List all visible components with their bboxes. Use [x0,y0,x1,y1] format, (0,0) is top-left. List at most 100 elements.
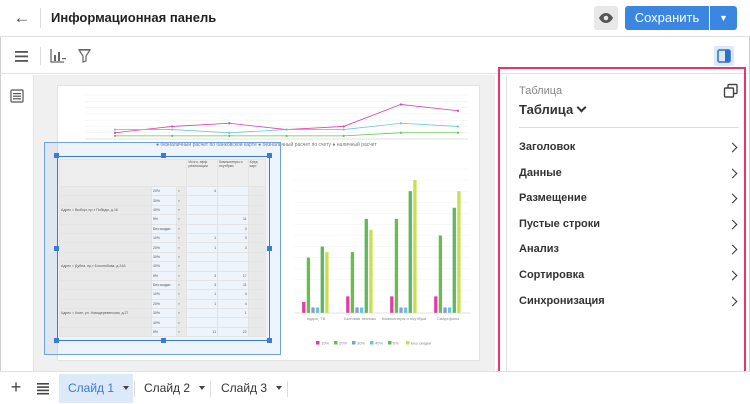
add-slide-plus-icon[interactable]: + [10,377,22,397]
chevron-right-icon [727,219,738,230]
chevron-down-icon [576,102,587,113]
tab-slide-1[interactable]: Слайд 1 [59,374,133,403]
resize-handle[interactable] [267,338,272,343]
line-chart-widget[interactable] [63,91,474,161]
section-sync[interactable]: Синхронизация [507,289,750,315]
table-row[interactable]: 20% ▿ 1 3 [59,242,267,253]
line-point [113,134,117,137]
row-header-cell [59,270,152,281]
bar [311,307,315,313]
list-icon[interactable] [10,89,24,103]
section-layout[interactable]: Размещение [507,186,750,212]
tab-label: Слайд 2 [144,381,191,395]
widget-type-dropdown[interactable]: Таблица [519,102,587,117]
table-row[interactable]: 20% ▿ 4 [59,185,267,197]
table-cell: ▿ [175,279,188,291]
table-cell [217,261,249,272]
header-divider [40,8,41,28]
caret-down-icon [199,386,206,390]
line-point [285,128,288,131]
table-row[interactable]: 10% ▿ 1 3 [59,232,267,244]
table-row[interactable]: Без скидки ▿ 3 11 [59,279,267,291]
bar [350,252,355,313]
bar [443,307,447,313]
table-row[interactable]: 10% ▿ 1 4 [59,289,267,300]
table-row[interactable]: 30% ▿ [59,251,267,263]
bar [457,191,461,313]
bar-chart-widget[interactable]: Аудио, ТВ Бытовая техника Компьютеры и ноу… [280,163,476,357]
resize-handle[interactable] [54,246,59,251]
resize-handle[interactable] [161,338,166,343]
table-cell [247,251,267,263]
table-row[interactable]: 5% ▿ 11 [59,214,267,225]
save-dropdown-caret-icon[interactable]: ▼ [710,6,737,30]
hamburger-menu-icon[interactable] [13,46,33,66]
resize-handle[interactable] [161,153,166,158]
bar [325,252,329,313]
table-row[interactable]: 5% ▿ 3 17 [59,270,267,281]
table-cell: 20% [150,242,178,253]
table-cell: 5% [150,214,178,225]
resize-handle[interactable] [267,246,272,251]
table-row[interactable]: 40% ▿ [59,317,267,328]
resize-handle[interactable] [54,338,59,343]
legend-label: Без скидки [411,341,431,346]
row-header-cell [59,232,152,244]
legend-swatch [370,341,374,345]
section-label: Размещение [519,192,587,205]
table-column-header[interactable]: Кред карт [247,159,267,187]
table-cell: 1 [217,308,249,319]
table-row[interactable]: 20% ▿ 1 4 [59,298,267,310]
resize-handle[interactable] [54,153,59,158]
bar [306,257,311,313]
table-cell: 10% [150,289,178,300]
table-row[interactable]: Адрес = Дубна, пр-т Боголюбова, д.24А 40%… [59,261,267,272]
line-point [399,122,402,125]
row-header-cell [59,279,152,291]
legend-swatch [316,341,320,345]
copy-icon[interactable] [723,83,739,99]
section-header[interactable]: Заголовок [507,135,750,161]
pivot-table[interactable]: Итого, эфф. реализации Компьютеры и ноутб… [58,159,267,338]
table-row[interactable]: Без скидки ▿ 3 [59,223,267,234]
table-cell [247,204,267,216]
slides-list-icon[interactable] [36,381,50,395]
chart-add-icon[interactable] [48,46,68,66]
preview-eye-icon[interactable] [594,6,618,30]
line-point [399,131,402,134]
table-cell [247,185,267,197]
line-point [171,128,174,131]
page-title: Информационная панель [51,10,217,25]
section-sorting[interactable]: Сортировка [507,263,750,289]
table-column-header[interactable]: Компьютеры и ноутбуки [217,159,249,187]
table-corner-cell [58,159,188,187]
tab-slide-3[interactable]: Слайд 3 [212,374,286,403]
bar [438,235,443,313]
section-analysis[interactable]: Анализ [507,237,750,263]
table-row[interactable]: Адрес = Выборг, пр-т Победы, д.16 40% ▿ [59,204,267,216]
back-arrow-icon[interactable]: ← [13,8,31,27]
table-cell: 20% [150,185,178,197]
row-header-cell [59,214,152,225]
filter-icon[interactable] [75,46,95,66]
table-cell [217,195,249,206]
table-row[interactable]: Адрес = Клин, ул. Новодеревенская, д.27 3… [59,308,267,319]
properties-panel: Таблица Таблица Заголовок Данные Размеще… [506,75,749,371]
resize-handle[interactable] [267,153,272,158]
section-data[interactable]: Данные [507,161,750,187]
table-cell: 1 [186,242,219,253]
side-panel-toggle-icon[interactable] [714,46,734,66]
table-row[interactable]: 30% ▿ [59,195,267,206]
row-header-cell [59,298,152,310]
chevron-right-icon [727,270,738,281]
table-cell: 30% [150,195,178,206]
section-empty-rows[interactable]: Пустые строки [507,212,750,238]
save-button[interactable]: Сохранить [625,6,709,30]
tab-divider [287,381,288,397]
row-header-cell: Адрес = Выборг, пр-т Победы, д.16 [59,204,152,216]
bar [302,301,306,313]
table-column-header[interactable]: Итого, эфф. реализации [186,159,219,187]
table-cell [217,185,249,197]
tab-slide-2[interactable]: Слайд 2 [135,374,209,403]
table-row[interactable]: 5% ▿ 11 22 [59,326,267,338]
